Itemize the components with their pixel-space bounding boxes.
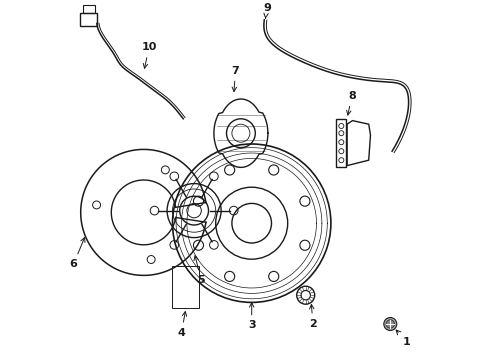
Text: 5: 5 (194, 256, 204, 285)
Circle shape (386, 320, 394, 328)
Bar (172, 266, 199, 308)
Circle shape (383, 318, 396, 330)
Text: 4: 4 (177, 312, 186, 338)
Text: 6: 6 (69, 238, 85, 269)
Bar (83, 5, 95, 13)
Bar (80, 13, 97, 26)
Text: 2: 2 (308, 305, 316, 329)
Text: 9: 9 (263, 3, 270, 18)
Text: 7: 7 (231, 66, 239, 91)
Text: 8: 8 (346, 91, 355, 115)
Text: 1: 1 (395, 330, 410, 347)
Text: 10: 10 (141, 42, 157, 68)
Text: 3: 3 (247, 303, 255, 330)
Bar (336, 119, 346, 167)
